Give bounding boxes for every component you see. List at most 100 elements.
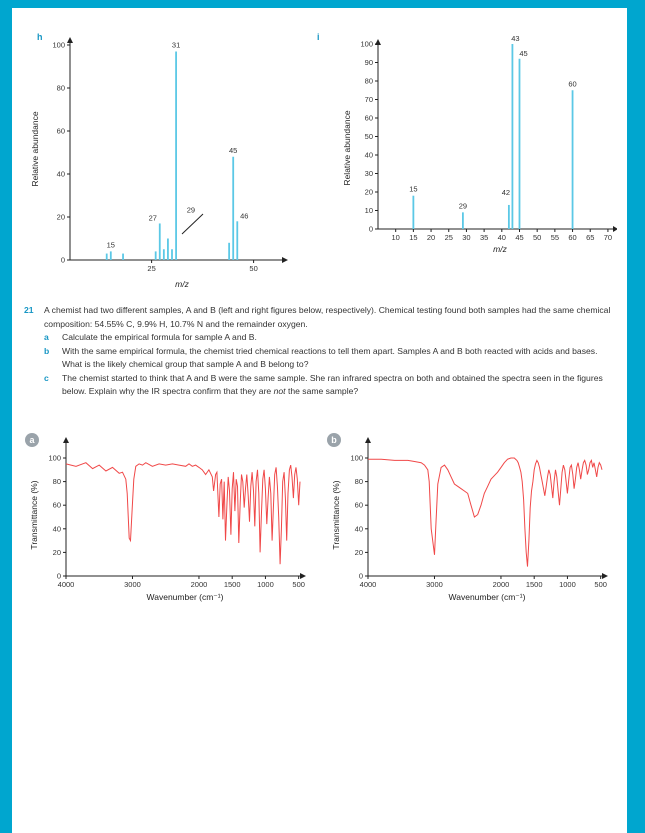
peak-label: 45 [229,146,237,155]
y-axis-label-a: Transmittance (%) [29,480,39,549]
part-letter-a: a [44,332,49,342]
part-text-b: With the same empirical formula, the che… [62,345,598,370]
question-part-b: b With the same empirical formula, the c… [24,345,614,372]
question-number: 21 [24,305,34,315]
y-tick-label: 80 [57,84,65,93]
peak-label: 29 [459,201,467,210]
y-tick-label: 60 [355,501,363,510]
panel-label-h: h [37,32,43,42]
leader-line-29 [181,213,204,235]
question-part-c: c The chemist started to think that A an… [24,372,614,399]
peak-label: 31 [172,40,180,49]
peak-label: 46 [240,211,248,220]
x-tick-label: 40 [498,233,506,242]
y-tick-label: 0 [359,572,363,581]
page: h Relative abundance m/z 0 20 40 60 80 100 25 5… [12,8,627,833]
y-tick-label: 60 [53,501,61,510]
y-tick-label: 0 [61,256,65,265]
x-axis-label-h: m/z [175,279,189,289]
ticks-a: 0 20 40 60 80 100 4000 3000 2000 1500 1000 500 [48,454,304,590]
y-tick-label: 20 [53,548,61,557]
mass-spectrum-h: h Relative abundance m/z 0 20 40 60 80 100 25 5… [30,32,288,289]
y-tick-label: 60 [57,127,65,136]
y-tick-label: 20 [57,213,65,222]
x-tick-label: 4000 [58,580,75,589]
part-letter-c: c [44,372,49,383]
x-tick-label: 3000 [124,580,141,589]
part-text-c-emphasis: not [273,386,286,396]
peak-label: 15 [107,240,115,249]
y-tick-label: 40 [365,151,373,160]
y-tick-label: 100 [48,454,61,463]
y-tick-label: 80 [365,77,373,86]
mass-spectrum-i: i Relative abundance m/z 0 10 20 30 40 50 60 70… [317,32,617,254]
peak-label: 60 [568,79,576,88]
y-tick-label: 100 [350,454,363,463]
y-tick-label: 80 [355,477,363,486]
x-tick-label: 50 [249,264,257,273]
x-tick-label: 10 [392,233,400,242]
y-tick-label: 40 [355,524,363,533]
y-axis-label-i: Relative abundance [342,110,352,185]
question-intro: 21 A chemist had two different samples, … [24,304,614,331]
x-tick-label: 500 [594,580,607,589]
ir-trace-a [65,462,301,565]
part-text-a: Calculate the empirical formula for samp… [62,332,257,342]
peak-label: 45 [519,49,527,58]
y-tick-label: 90 [365,58,373,67]
peak-label: 27 [149,213,157,222]
x-tick-label: 25 [147,264,155,273]
x-tick-label: 2000 [493,580,510,589]
x-tick-label: 4000 [360,580,377,589]
x-tick-label: 2000 [191,580,208,589]
x-tick-label: 500 [292,580,305,589]
x-tick-label: 55 [551,233,559,242]
peak-label: 15 [409,185,417,194]
panel-badge-b [327,433,341,447]
x-tick-label: 35 [480,233,488,242]
x-axis-label-i: m/z [493,244,507,254]
ticks-i: 0 10 20 30 40 50 60 70 80 90 100 10 15 20 25 30 35 40 45 50… [360,40,612,243]
ir-trace-b [368,457,603,567]
ir-spectrum-a: a Transmittance (%) Wavenumber (cm⁻¹) 0 2… [25,433,306,602]
y-tick-label: 70 [365,95,373,104]
y-tick-label: 80 [53,477,61,486]
y-axis-label-h: Relative abundance [30,111,40,186]
y-tick-label: 20 [355,548,363,557]
ticks-h: 0 20 40 60 80 100 25 50 [52,41,257,274]
x-tick-label: 45 [515,233,523,242]
y-tick-label: 30 [365,169,373,178]
peak-label: 42 [502,188,510,197]
x-tick-label: 1000 [559,580,576,589]
y-tick-label: 100 [360,40,373,49]
x-tick-label: 50 [533,233,541,242]
part-letter-b: b [44,345,50,356]
x-tick-label: 1500 [526,580,543,589]
x-axis-label-a: Wavenumber (cm⁻¹) [147,592,224,602]
ticks-b: 0 20 40 60 80 100 4000 3000 2000 1500 1000 500 [350,454,606,590]
x-tick-label: 3000 [426,580,443,589]
y-tick-label: 0 [369,225,373,234]
y-tick-label: 40 [53,524,61,533]
panel-badge-a [25,433,39,447]
x-tick-label: 65 [586,233,594,242]
x-tick-label: 1500 [224,580,241,589]
panel-label-i: i [317,32,320,42]
y-tick-label: 10 [365,206,373,215]
y-tick-label: 20 [365,188,373,197]
x-tick-label: 15 [409,233,417,242]
x-tick-label: 25 [445,233,453,242]
y-tick-label: 100 [52,41,65,50]
question-intro-text: A chemist had two different samples, A a… [44,305,611,329]
y-tick-label: 50 [365,132,373,141]
peak-label: 29 [187,206,195,215]
part-text-c-before: The chemist started to think that A and … [62,372,603,397]
question-21: 21 A chemist had two different samples, … [24,304,614,399]
y-tick-label: 60 [365,114,373,123]
panel-label-b: b [331,435,337,445]
ir-spectrum-b: b Transmittance (%) Wavenumber (cm⁻¹) 0 2… [327,433,608,602]
panel-label-a: a [29,435,35,445]
bars-h: 15 27 29 31 45 46 [105,40,248,260]
x-tick-label: 60 [568,233,576,242]
